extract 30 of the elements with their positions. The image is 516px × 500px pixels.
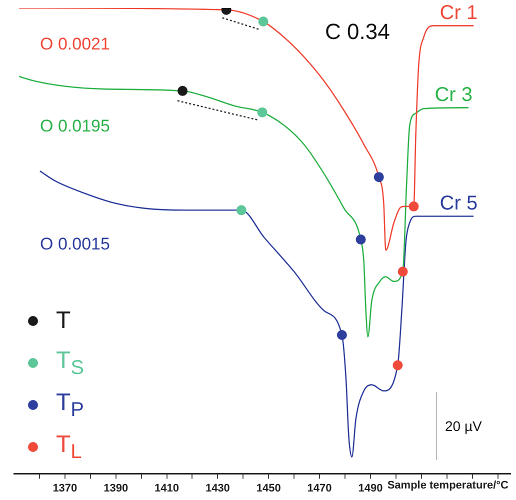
point — [392, 360, 403, 370]
point — [374, 172, 384, 182]
x-tick-label: 1410 — [154, 482, 180, 494]
x-tick-label: 1470 — [307, 482, 332, 494]
point — [398, 266, 408, 277]
point — [178, 86, 188, 96]
annotation: C 0.34 — [325, 19, 390, 44]
x-tick-label: 1430 — [205, 482, 230, 494]
series-label: Cr 5 — [440, 192, 478, 215]
x-tick-label: 1450 — [256, 482, 281, 494]
x-tick-label: 1390 — [104, 482, 128, 494]
point — [408, 201, 419, 212]
point — [258, 16, 268, 27]
x-axis-title: Sample temperature/°C — [387, 479, 509, 492]
point — [236, 205, 246, 216]
point — [356, 234, 366, 245]
series-label: Cr 1 — [440, 2, 478, 24]
legend-label: T$_{L}$ — [56, 430, 82, 464]
series-label: Cr 3 — [434, 84, 472, 106]
annotation: 20 µV — [445, 418, 483, 434]
legend-label: T$_{P}$ — [56, 388, 84, 422]
annotation: O 0.0021 — [40, 34, 110, 54]
legend-label: T$_{S}$ — [56, 346, 84, 380]
x-tick-label: 1490 — [358, 482, 383, 494]
legend-label: T — [56, 307, 71, 335]
annotation: O 0.0195 — [40, 116, 110, 136]
point — [336, 330, 347, 340]
x-tick-label: 1370 — [52, 482, 78, 494]
point — [257, 107, 268, 118]
annotation: O 0.0015 — [40, 234, 110, 254]
